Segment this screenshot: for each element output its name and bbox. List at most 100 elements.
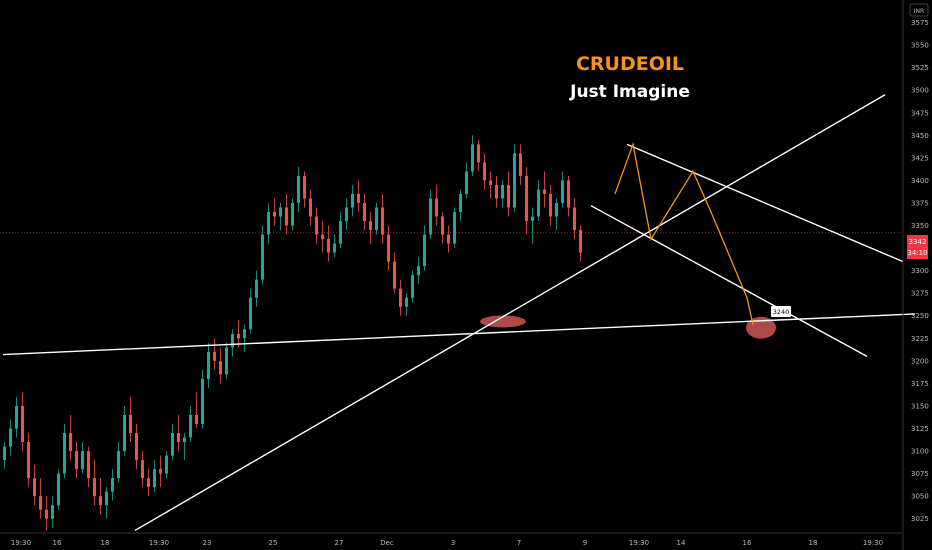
candle-body: [69, 433, 72, 452]
candle: [363, 193, 366, 231]
candle-body: [99, 496, 102, 506]
time-tick-label: 19:30: [629, 539, 649, 547]
price-tick-label: 3500: [911, 87, 929, 95]
candle-body: [267, 212, 270, 235]
candle: [435, 184, 438, 226]
candle-body: [555, 202, 558, 217]
candle: [321, 221, 324, 253]
candle-body: [171, 433, 174, 456]
candle-body: [51, 505, 54, 519]
price-tick-label: 3025: [911, 515, 929, 523]
candle-body: [273, 212, 276, 217]
candle-body: [387, 234, 390, 262]
candle-body: [123, 414, 126, 452]
time-tick-label: 27: [335, 539, 344, 547]
candle-body: [39, 496, 42, 510]
candle-body: [339, 221, 342, 244]
candle-body: [27, 442, 30, 479]
candle: [171, 424, 174, 461]
candle: [195, 392, 198, 429]
candle: [453, 207, 456, 249]
candle-body: [57, 473, 60, 506]
candle: [489, 171, 492, 199]
candle: [285, 193, 288, 235]
candle: [39, 478, 42, 519]
pattern-polyline: [614, 141, 754, 325]
candle-body: [369, 221, 372, 231]
candle-body: [213, 351, 216, 361]
candle-body: [519, 153, 522, 176]
candle: [483, 153, 486, 190]
candle-body: [279, 207, 282, 217]
candle: [177, 414, 180, 452]
candle: [261, 225, 264, 285]
currency-badge[interactable]: INR: [909, 3, 929, 17]
candle: [423, 225, 426, 271]
trendlines-layer: [0, 94, 916, 532]
candle-body: [3, 446, 6, 461]
candle-body: [93, 478, 96, 497]
candle: [429, 189, 432, 240]
candle: [327, 225, 330, 262]
candle-body: [237, 333, 240, 339]
candle-body: [381, 207, 384, 235]
candle: [297, 166, 300, 212]
price-tick-label: 3150: [911, 402, 929, 410]
candle-body: [207, 351, 210, 379]
candle-body: [525, 175, 528, 222]
chart-subtitle: Just Imagine: [569, 82, 690, 102]
time-tick-label: 3: [451, 539, 455, 547]
channel-lower: [590, 205, 868, 357]
candle-body: [219, 360, 222, 375]
candle: [351, 184, 354, 217]
candle: [135, 424, 138, 470]
candle-body: [255, 279, 258, 298]
last-price-countdown: 34:10: [907, 249, 927, 257]
channel-upper: [626, 143, 904, 263]
candle: [555, 198, 558, 231]
time-axis[interactable]: 19:30 16 18 19:30 23 25 27 Dec 3 7 9 19:30 14 16 18 19:…: [0, 532, 903, 547]
candle-body: [531, 216, 534, 222]
candle-body: [561, 180, 564, 203]
candle-body: [501, 184, 504, 199]
chart-title: CRUDEOIL: [576, 53, 684, 75]
candle-body: [465, 171, 468, 194]
candle-body: [285, 207, 288, 226]
rising-trendline: [134, 94, 886, 532]
time-tick-label: 16: [53, 539, 62, 547]
candle: [153, 460, 156, 492]
candle-body: [513, 153, 516, 208]
price-axis[interactable]: 3575 3550 3525 3500 3475 3450 3425 3400 3375 3350…: [902, 0, 929, 550]
candle: [63, 424, 66, 479]
candle-body: [375, 207, 378, 231]
candle: [375, 202, 378, 235]
candle: [471, 135, 474, 176]
candle-body: [225, 347, 228, 375]
candle-body: [441, 216, 444, 235]
candle-body: [243, 329, 246, 339]
candle: [477, 139, 480, 172]
support-zone-ellipse: [480, 315, 526, 328]
candle-body: [33, 478, 36, 497]
candle-body: [45, 509, 48, 519]
candle: [501, 180, 504, 208]
candle-body: [435, 198, 438, 217]
candle: [513, 144, 516, 212]
candle: [201, 369, 204, 429]
candle-body: [75, 451, 78, 470]
candle: [303, 171, 306, 208]
horizontal-support: [2, 313, 916, 356]
candle-body: [507, 184, 510, 208]
target-zone-ellipse: [746, 316, 776, 339]
candle: [27, 433, 30, 488]
candle-body: [537, 189, 540, 217]
candle-body: [477, 144, 480, 163]
time-tick-label: 19:30: [863, 539, 883, 547]
time-tick-label: 19:30: [11, 539, 31, 547]
candle: [189, 405, 192, 443]
candle-body: [195, 414, 198, 424]
candle: [315, 207, 318, 244]
candle-body: [483, 162, 486, 181]
candle: [531, 207, 534, 244]
